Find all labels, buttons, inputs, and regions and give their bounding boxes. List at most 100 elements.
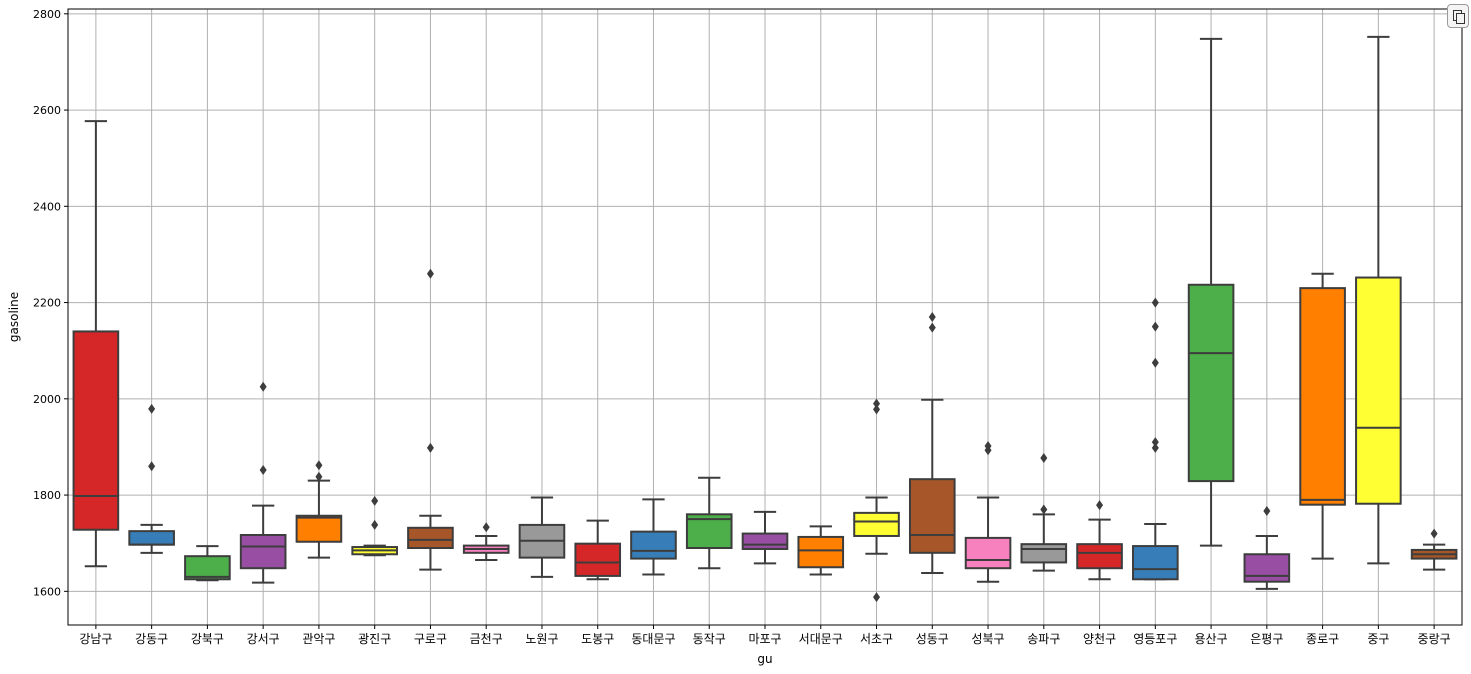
box-성동구 [908,312,956,575]
box-iqr [1132,545,1179,581]
box-iqr [1243,553,1291,583]
x-tick-label: 종로구 [1306,632,1339,646]
box-강동구 [128,403,175,554]
x-tick-label: 서대문구 [799,632,843,646]
box-마포구 [741,510,789,565]
box-강북구 [184,545,231,582]
box-iqr [574,542,622,577]
y-tick-label: 2600 [33,104,61,117]
box-iqr [72,330,120,531]
box-도봉구 [574,519,622,581]
y-tick-label: 1600 [33,585,61,598]
box-서대문구 [797,525,845,576]
x-tick-label: 강서구 [247,632,280,646]
box-강서구 [239,381,287,584]
y-tick-label: 2400 [33,200,61,213]
box-금천구 [462,522,510,562]
box-중구 [1355,35,1402,565]
x-tick-label: 동대문구 [631,632,675,646]
outlier-point [482,522,490,533]
copy-icon[interactable] [1447,4,1469,28]
box-iqr [741,532,789,550]
y-tick-label: 1800 [33,489,61,502]
box-성북구 [964,440,1012,583]
box-광진구 [351,495,398,557]
y-tick-label: 2800 [33,8,61,21]
outlier-point [873,592,881,603]
outlier-point [1151,442,1159,453]
box-iqr [797,535,845,569]
outlier-point [259,381,267,392]
x-tick-label: 도봉구 [581,632,614,646]
y-tick-label: 2200 [33,297,61,310]
y-tick-label: 2000 [33,393,61,406]
x-tick-label: 성북구 [971,632,1004,646]
box-layer [72,35,1458,603]
outlier-point [1040,504,1048,515]
outlier-point [426,268,434,279]
outlier-point [873,398,881,409]
x-tick-label: 송파구 [1027,632,1060,646]
box-iqr [1355,276,1402,505]
box-중랑구 [1410,528,1458,571]
outlier-point [371,495,379,506]
outlier-point [1263,505,1271,516]
x-tick-label: 마포구 [748,632,781,646]
box-iqr [908,478,956,554]
x-tick-label: 강동구 [135,632,168,646]
x-tick-label: 영등포구 [1133,632,1177,646]
box-iqr [239,534,287,570]
x-tick-label: 서초구 [860,632,893,646]
box-구로구 [407,268,454,571]
box-노원구 [518,496,566,578]
outlier-point [984,445,992,456]
box-은평구 [1243,505,1291,590]
box-관악구 [295,460,343,559]
box-iqr [128,530,175,546]
x-tick-label: 중랑구 [1418,632,1451,646]
outlier-point [928,312,936,322]
x-tick-label: 금천구 [470,631,503,646]
box-종로구 [1299,272,1346,560]
outlier-point [1151,357,1159,368]
outlier-point [426,442,434,453]
outlier-point [315,471,323,482]
box-iqr [1299,287,1346,506]
x-tick-label: 양천구 [1083,631,1116,646]
x-tick-label: 구로구 [414,632,447,646]
outlier-point [148,461,156,472]
x-tick-label: 성동구 [916,632,949,646]
box-동작구 [685,476,733,570]
box-iqr [1020,543,1068,564]
outlier-point [928,322,936,333]
box-iqr [630,530,677,560]
x-axis-label: gu [757,652,772,666]
box-iqr [853,511,900,537]
x-tick-label: 중구 [1367,632,1389,646]
outlier-point [873,404,881,415]
box-iqr [1076,543,1123,570]
outlier-point [1151,321,1159,332]
x-tick-label: 강북구 [191,632,224,646]
box-용산구 [1187,37,1235,547]
box-송파구 [1020,453,1068,572]
box-iqr [295,514,343,543]
x-tick-label: 광진구 [358,632,391,646]
outlier-point [1040,453,1048,464]
outlier-point [1151,437,1159,448]
box-동대문구 [630,498,677,576]
outlier-point [148,403,156,414]
outlier-point [1096,500,1104,511]
outlier-point [259,465,267,476]
box-양천구 [1076,500,1123,581]
box-강남구 [72,120,120,568]
outlier-point [315,460,323,471]
x-tick-label: 노원구 [525,632,558,646]
axis-ticks: 1600 1800 2000 2200 2400 2600 2800 강남구 강동구 강북구 강서구… [33,8,1451,646]
box-서초구 [853,398,900,603]
outlier-point [1430,528,1438,539]
box-iqr [184,555,231,581]
x-tick-label: 강남구 [79,632,112,646]
box-영등포구 [1132,297,1179,581]
